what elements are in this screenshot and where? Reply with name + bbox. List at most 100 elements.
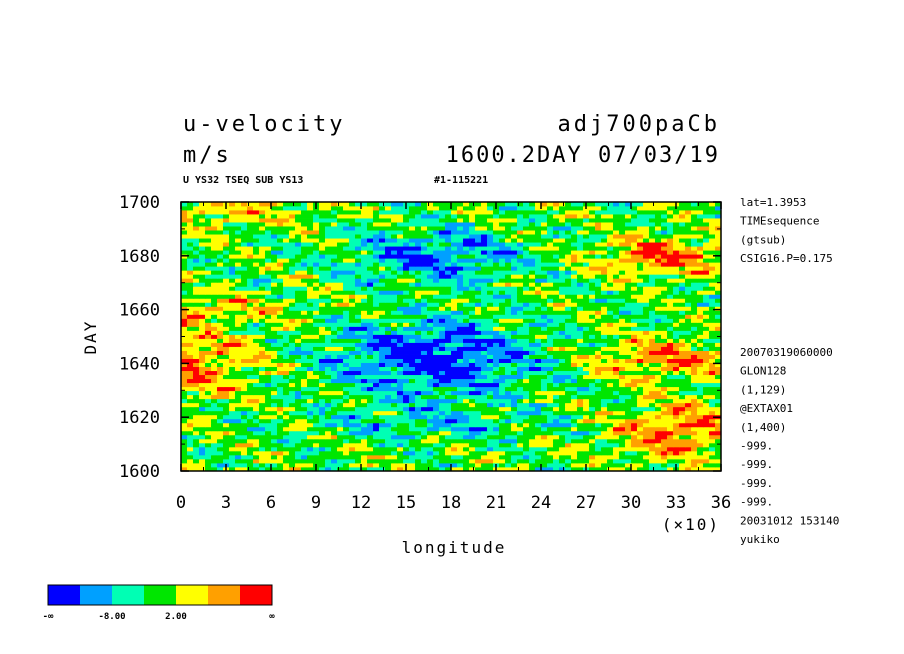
heatmap-cell <box>571 350 578 355</box>
experiment-title: adj700paCb <box>558 112 720 137</box>
heatmap-cell <box>337 362 344 368</box>
heatmap-cell <box>415 422 422 428</box>
heatmap-cell <box>709 362 716 368</box>
heatmap-cell <box>589 290 596 295</box>
heatmap-cell <box>637 310 644 315</box>
heatmap-cell <box>709 282 716 287</box>
heatmap-cell <box>499 266 506 271</box>
heatmap-cell <box>469 458 476 464</box>
heatmap-cell <box>661 386 668 392</box>
heatmap-cell <box>361 370 368 376</box>
heatmap-cell <box>625 382 632 388</box>
heatmap-cell <box>463 358 470 363</box>
heatmap-cell <box>463 430 470 436</box>
heatmap-cell <box>613 306 620 311</box>
heatmap-cell <box>331 454 338 460</box>
heatmap-cell <box>211 430 218 436</box>
heatmap-cell <box>379 382 386 388</box>
heatmap-cell <box>421 370 428 376</box>
heatmap-cell <box>457 342 464 347</box>
heatmap-cell <box>385 266 392 271</box>
heatmap-cell <box>643 366 650 372</box>
heatmap-cell <box>427 354 434 359</box>
heatmap-cell <box>625 462 632 468</box>
heatmap-cell <box>217 310 224 315</box>
heatmap-cell <box>307 250 314 255</box>
heatmap-cell <box>301 310 308 315</box>
heatmap-cell <box>331 306 338 311</box>
heatmap-cell <box>427 426 434 432</box>
heatmap-cell <box>457 338 464 343</box>
heatmap-cell <box>475 254 482 259</box>
heatmap-cell <box>343 342 350 347</box>
heatmap-cell <box>379 418 386 424</box>
heatmap-cell <box>601 374 608 380</box>
heatmap-cell <box>277 286 284 291</box>
heatmap-cell <box>547 342 554 347</box>
heatmap-cell <box>523 366 530 372</box>
heatmap-cell <box>259 466 266 472</box>
heatmap-cell <box>361 322 368 327</box>
heatmap-cell <box>583 370 590 376</box>
heatmap-cell <box>349 298 356 303</box>
heatmap-cell <box>529 310 536 315</box>
heatmap-cell <box>391 298 398 303</box>
heatmap-cell <box>661 266 668 271</box>
heatmap-cell <box>451 254 458 259</box>
heatmap-cell <box>283 366 290 372</box>
heatmap-cell <box>475 298 482 303</box>
heatmap-cell <box>625 406 632 412</box>
heatmap-cell <box>517 358 524 363</box>
heatmap-cell <box>583 310 590 315</box>
heatmap-cell <box>283 406 290 412</box>
heatmap-cell <box>343 262 350 267</box>
heatmap-cell <box>637 394 644 400</box>
heatmap-cell <box>181 338 188 343</box>
heatmap-cell <box>379 274 386 279</box>
heatmap-cell <box>619 330 626 335</box>
heatmap-cell <box>271 370 278 376</box>
heatmap-cell <box>637 278 644 283</box>
heatmap-cell <box>433 414 440 420</box>
heatmap-cell <box>283 426 290 432</box>
heatmap-cell <box>433 310 440 315</box>
heatmap-cell <box>625 434 632 440</box>
heatmap-cell <box>283 390 290 396</box>
heatmap-cell <box>487 398 494 404</box>
heatmap-cell <box>373 314 380 319</box>
heatmap-cell <box>427 326 434 331</box>
heatmap-cell <box>529 358 536 363</box>
heatmap-cell <box>349 338 356 343</box>
heatmap-cell <box>613 258 620 263</box>
heatmap-cell <box>535 366 542 372</box>
heatmap-cell <box>487 406 494 412</box>
heatmap-cell <box>325 266 332 271</box>
heatmap-cell <box>217 254 224 259</box>
heatmap-cell <box>685 374 692 380</box>
heatmap-cell <box>235 314 242 319</box>
heatmap-cell <box>535 386 542 392</box>
heatmap-cell <box>499 310 506 315</box>
heatmap-cell <box>187 278 194 283</box>
heatmap-cell <box>691 422 698 428</box>
heatmap-cell <box>529 466 536 472</box>
heatmap-cell <box>685 410 692 416</box>
heatmap-cell <box>655 302 662 307</box>
heatmap-cell <box>667 442 674 448</box>
heatmap-cell <box>625 422 632 428</box>
heatmap-cell <box>637 302 644 307</box>
heatmap-cell <box>343 346 350 351</box>
heatmap-cell <box>619 290 626 295</box>
heatmap-cell <box>451 290 458 295</box>
heatmap-cell <box>547 362 554 368</box>
heatmap-cell <box>277 350 284 355</box>
heatmap-cell <box>535 282 542 287</box>
heatmap-cell <box>469 302 476 307</box>
heatmap-cell <box>607 278 614 283</box>
heatmap-cell <box>529 290 536 295</box>
heatmap-cell <box>307 254 314 259</box>
heatmap-cell <box>571 338 578 343</box>
heatmap-cell <box>427 246 434 251</box>
heatmap-cell <box>517 390 524 396</box>
heatmap-cell <box>577 414 584 420</box>
